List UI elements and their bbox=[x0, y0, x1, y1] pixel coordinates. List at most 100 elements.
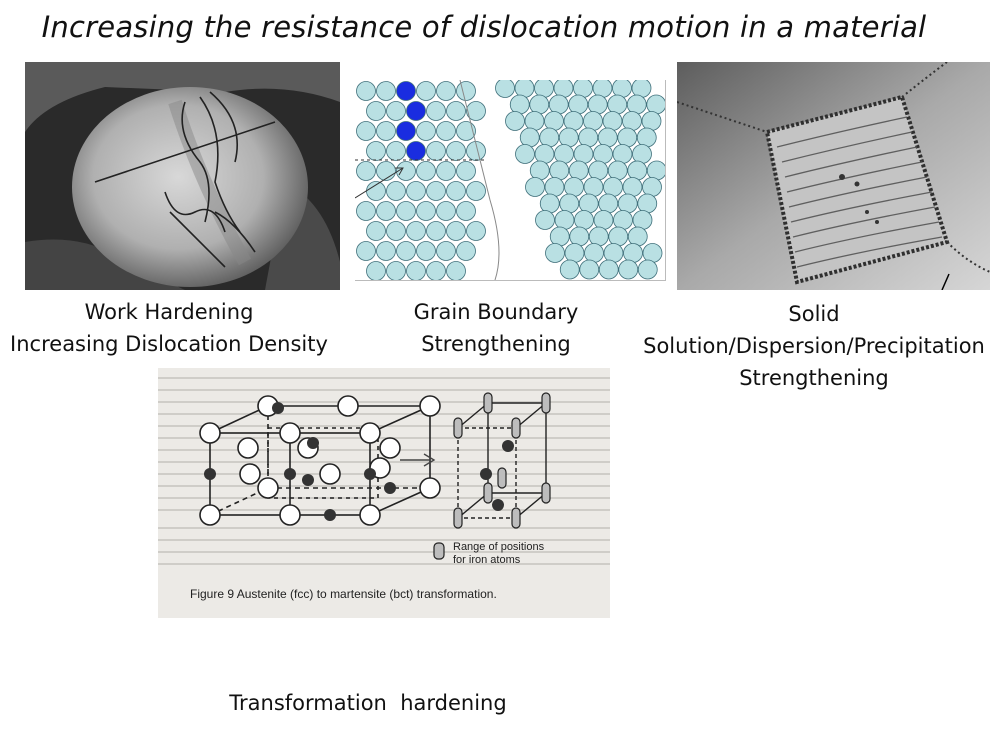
atom bbox=[558, 127, 579, 148]
atom bbox=[376, 81, 396, 101]
atom bbox=[578, 127, 599, 148]
atom bbox=[583, 111, 603, 131]
atom bbox=[597, 127, 618, 148]
atom bbox=[617, 193, 638, 214]
atom bbox=[426, 141, 446, 161]
atom bbox=[613, 210, 633, 230]
atom bbox=[563, 111, 584, 131]
atom bbox=[456, 161, 476, 181]
atom bbox=[559, 193, 580, 214]
atom bbox=[529, 94, 550, 115]
atom bbox=[509, 94, 530, 115]
atom bbox=[603, 243, 624, 263]
atom bbox=[356, 81, 376, 101]
atom bbox=[534, 144, 555, 164]
atom bbox=[495, 80, 515, 98]
atom bbox=[602, 111, 623, 131]
atom bbox=[554, 144, 574, 164]
atom bbox=[466, 181, 486, 201]
atom bbox=[588, 226, 609, 247]
atom bbox=[416, 121, 436, 141]
atom bbox=[366, 221, 386, 241]
atom bbox=[406, 101, 426, 121]
atom bbox=[426, 221, 446, 241]
atom bbox=[568, 94, 589, 115]
atom bbox=[618, 259, 639, 280]
atom bbox=[544, 111, 564, 131]
atom bbox=[519, 127, 540, 148]
atom bbox=[588, 160, 609, 181]
atom bbox=[406, 221, 426, 241]
caption-solid-solution: Solid Solution/Dispersion/Precipitation … bbox=[643, 302, 985, 390]
atom bbox=[426, 181, 446, 201]
atom bbox=[515, 144, 535, 164]
atom bbox=[612, 144, 633, 164]
atom bbox=[578, 193, 599, 214]
atom bbox=[579, 259, 600, 280]
figure-caption: Figure 9 Austenite (fcc) to martensite (… bbox=[190, 587, 497, 601]
atom bbox=[573, 144, 594, 164]
atom bbox=[396, 201, 416, 221]
atom bbox=[642, 177, 662, 197]
atom bbox=[446, 181, 466, 201]
atom bbox=[416, 161, 436, 181]
atom bbox=[406, 181, 426, 201]
atom bbox=[426, 261, 446, 280]
atom bbox=[607, 160, 628, 181]
slide-title: Increasing the resistance of dislocation… bbox=[41, 10, 927, 44]
atom bbox=[446, 141, 466, 161]
atom bbox=[356, 121, 376, 141]
atom bbox=[524, 111, 545, 131]
atom bbox=[386, 261, 406, 280]
atom bbox=[505, 111, 525, 131]
atom bbox=[456, 241, 476, 261]
atom bbox=[598, 193, 619, 214]
atom bbox=[539, 127, 560, 148]
atom bbox=[564, 177, 584, 197]
atom bbox=[416, 241, 436, 261]
atom bbox=[356, 161, 376, 181]
atom bbox=[366, 101, 386, 121]
atom bbox=[535, 210, 555, 230]
atom bbox=[574, 210, 594, 230]
atom bbox=[446, 221, 466, 241]
atom bbox=[376, 241, 396, 261]
atom bbox=[549, 226, 570, 247]
atom bbox=[549, 160, 570, 181]
atom bbox=[627, 160, 648, 181]
atom bbox=[632, 210, 653, 230]
atom bbox=[623, 243, 643, 263]
atom bbox=[607, 94, 628, 115]
caption-grain-boundary: Grain Boundary Strengthening bbox=[413, 300, 579, 356]
atom bbox=[456, 201, 476, 221]
atom bbox=[544, 177, 565, 197]
atom bbox=[396, 81, 416, 101]
work-hardening-micrograph bbox=[25, 62, 340, 290]
atom bbox=[356, 241, 376, 261]
atom bbox=[386, 101, 406, 121]
atom bbox=[456, 81, 476, 101]
atom bbox=[568, 160, 589, 181]
atom bbox=[641, 111, 662, 131]
atom bbox=[646, 94, 665, 115]
atom bbox=[622, 111, 642, 131]
transformation-figure: Range of positions for iron atoms Figure… bbox=[158, 368, 610, 618]
atom bbox=[366, 141, 386, 161]
atom bbox=[466, 221, 486, 241]
atom bbox=[548, 94, 569, 115]
atom bbox=[416, 81, 436, 101]
atom bbox=[608, 226, 629, 247]
caption-work-hardening: Work Hardening Increasing Dislocation De… bbox=[10, 300, 328, 356]
atom bbox=[583, 177, 604, 197]
atom bbox=[539, 193, 560, 214]
atom bbox=[637, 259, 658, 280]
atom bbox=[622, 177, 643, 197]
atom bbox=[446, 261, 466, 280]
atom bbox=[386, 181, 406, 201]
atom bbox=[632, 144, 652, 164]
precipitation-micrograph bbox=[677, 62, 990, 290]
atom bbox=[626, 94, 647, 115]
atom bbox=[356, 201, 376, 221]
atom bbox=[406, 261, 426, 280]
arrow-icon bbox=[355, 167, 404, 199]
